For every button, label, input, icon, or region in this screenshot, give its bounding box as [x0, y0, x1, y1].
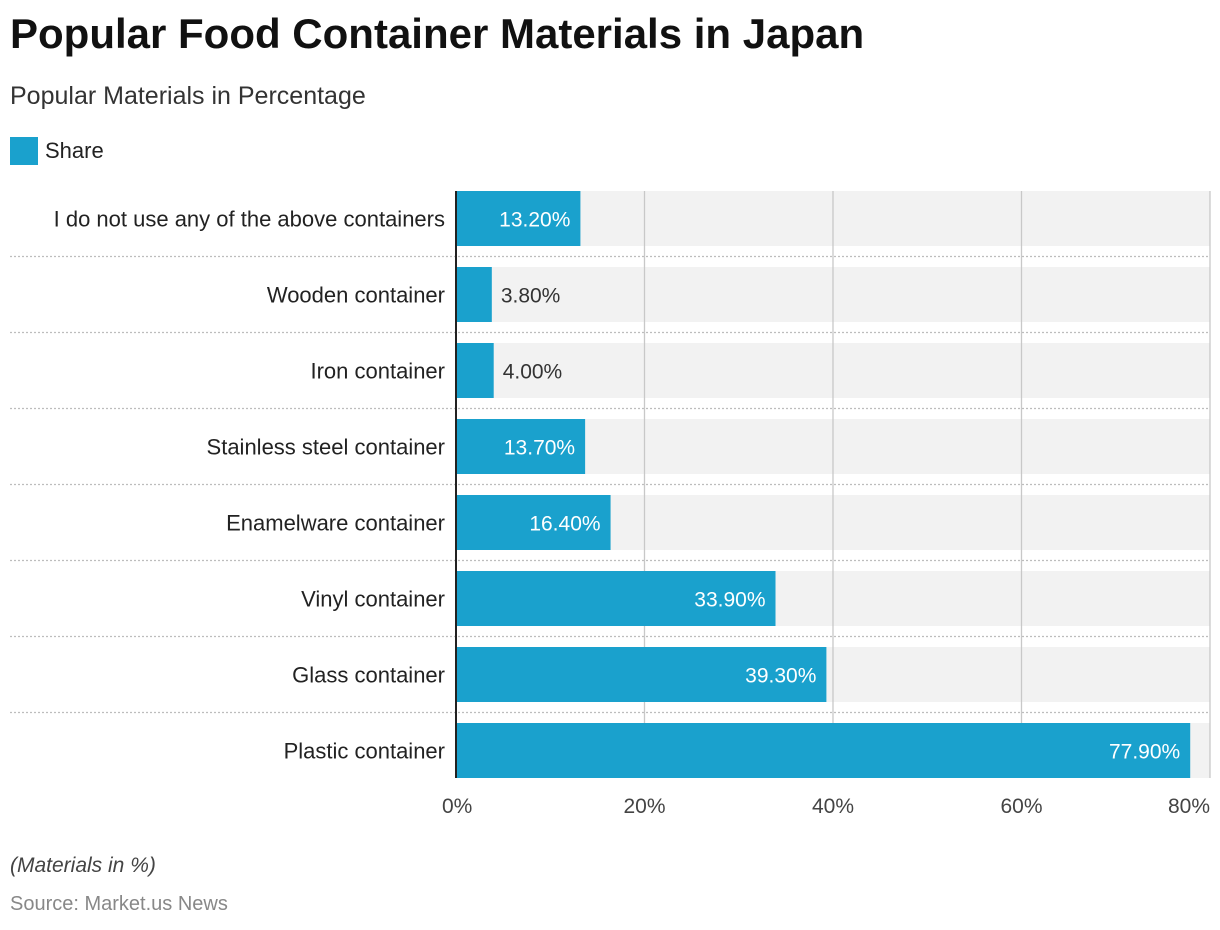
- legend-swatch: [10, 137, 38, 165]
- bar: [456, 647, 827, 702]
- value-labels: 13.20% 3.80% 4.00% 13.70% 16.40% 33.90% 39.30%…: [499, 209, 1180, 764]
- category-label: Enamelware container: [226, 511, 445, 536]
- value-label: 77.90%: [1109, 741, 1180, 764]
- x-tick-label: 60%: [1000, 795, 1042, 818]
- bar: [456, 191, 581, 246]
- value-label: 3.80%: [501, 285, 561, 308]
- x-tick-label: 40%: [812, 795, 854, 818]
- bar: [456, 419, 586, 474]
- bars: [456, 191, 1191, 778]
- bar: [456, 267, 492, 322]
- chart-title: Popular Food Container Materials in Japa…: [10, 10, 865, 57]
- footnote: (Materials in %): [10, 854, 156, 877]
- x-tick-label: 80%: [1168, 795, 1210, 818]
- value-label: 16.40%: [529, 513, 600, 536]
- chart-subtitle: Popular Materials in Percentage: [10, 82, 366, 110]
- x-tick-label: 20%: [623, 795, 665, 818]
- category-labels: I do not use any of the above containers…: [54, 207, 445, 764]
- row-separators: [10, 255, 1210, 714]
- category-label: Wooden container: [267, 283, 445, 308]
- bar: [456, 571, 776, 626]
- category-label: Vinyl container: [301, 587, 445, 612]
- bar: [456, 495, 611, 550]
- category-label: Glass container: [292, 663, 445, 688]
- bar: [456, 343, 494, 398]
- value-label: 13.20%: [499, 209, 570, 232]
- x-tick-labels: 0% 20% 40% 60% 80%: [442, 795, 1210, 818]
- legend-label: Share: [45, 138, 104, 163]
- legend: Share: [10, 136, 104, 166]
- value-label: 33.90%: [694, 589, 765, 612]
- value-label: 4.00%: [503, 361, 563, 384]
- value-label: 13.70%: [504, 437, 575, 460]
- value-label: 39.30%: [745, 665, 816, 688]
- category-label: I do not use any of the above containers: [54, 207, 445, 232]
- category-label: Stainless steel container: [207, 435, 445, 460]
- category-label: Plastic container: [284, 739, 445, 764]
- bar-chart: 13.20% 3.80% 4.00% 13.70% 16.40% 33.90% 39.30%…: [10, 191, 1211, 818]
- x-tick-label: 0%: [442, 795, 472, 818]
- bar: [456, 723, 1191, 778]
- category-label: Iron container: [310, 359, 445, 384]
- source-note: Source: Market.us News: [10, 893, 228, 915]
